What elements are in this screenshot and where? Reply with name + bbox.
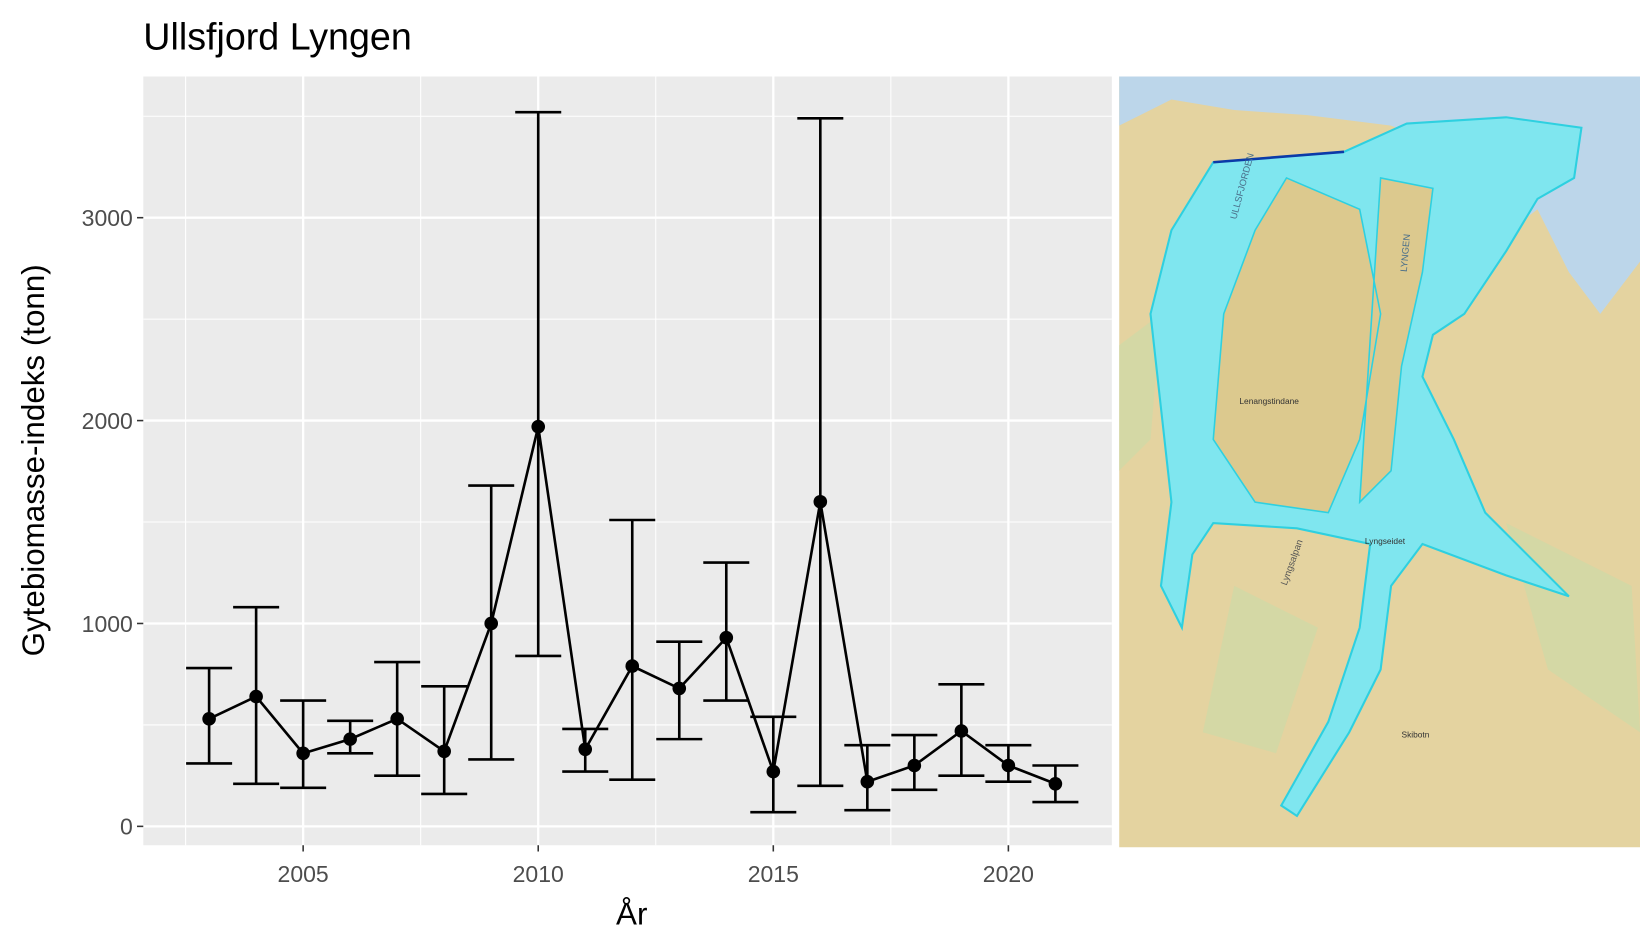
x-tick-label: 2015 — [748, 861, 799, 887]
plot-panel — [143, 76, 1112, 846]
y-tick-label: 2000 — [82, 408, 133, 434]
map-label: Lyngseidet — [1365, 536, 1406, 546]
data-point — [907, 758, 922, 773]
data-point — [343, 732, 357, 746]
x-tick-label: 2020 — [983, 861, 1034, 887]
x-tick-label: 2005 — [278, 861, 329, 887]
data-point — [296, 746, 310, 761]
data-point — [954, 724, 969, 738]
y-tick-label: 1000 — [82, 611, 133, 637]
data-point — [860, 774, 875, 789]
data-point — [813, 494, 828, 509]
data-point — [531, 419, 546, 434]
axes: 0 1000 2000 3000 2005 2010 2015 2020 — [82, 205, 1034, 887]
data-point — [1048, 776, 1063, 791]
map-peninsula — [1212, 176, 1434, 514]
map: ULLSFJORDEN LYNGEN Lenangstindane Lyngse… — [1119, 76, 1640, 848]
data-point — [766, 764, 781, 779]
map-boundary — [1213, 150, 1345, 164]
y-tick-label: 0 — [120, 814, 133, 840]
data-point — [672, 681, 687, 696]
data-point — [390, 712, 404, 726]
map-terrain — [1119, 313, 1640, 754]
y-tick-label: 3000 — [82, 205, 133, 231]
map-label: Skibotn — [1402, 730, 1430, 740]
data-point — [625, 659, 640, 673]
data-point — [437, 744, 451, 759]
y-axis-title: Gytebiomasse-indeks (tonn) — [16, 264, 51, 656]
x-tick-label: 2010 — [513, 861, 564, 887]
x-axis-title: År — [616, 897, 647, 932]
data-point — [484, 616, 499, 631]
marks — [186, 110, 1079, 814]
data-point — [1001, 758, 1016, 773]
data-point — [249, 689, 263, 704]
chart-title: Ullsfjord Lyngen — [143, 15, 412, 57]
map-label: Lenangstindane — [1239, 396, 1299, 406]
data-point — [202, 712, 216, 726]
data-point — [719, 630, 734, 645]
map-label: LYNGEN — [1398, 233, 1412, 272]
data-point — [578, 742, 593, 757]
